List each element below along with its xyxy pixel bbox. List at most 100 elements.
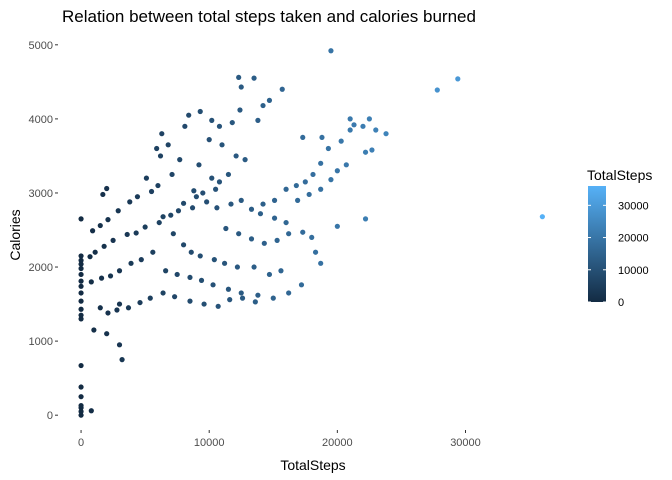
data-point — [98, 275, 105, 281]
data-point — [300, 134, 306, 141]
data-point — [309, 234, 315, 241]
data-point — [165, 142, 171, 148]
data-point — [155, 182, 161, 189]
data-point — [156, 219, 162, 226]
data-point — [128, 260, 134, 266]
colorbar-tick-label: 10000 — [618, 265, 649, 277]
chart-title: Relation between total steps taken and c… — [62, 7, 476, 26]
data-point — [78, 316, 84, 322]
data-point — [172, 294, 178, 300]
y-axis: 0 1000 2000 3000 4000 5000 — [29, 40, 58, 422]
data-point — [177, 157, 183, 163]
data-point — [216, 123, 223, 129]
data-point — [125, 305, 132, 311]
data-point — [186, 112, 192, 118]
data-point — [255, 117, 261, 123]
data-point — [260, 102, 266, 109]
data-point — [97, 305, 103, 311]
data-point — [252, 299, 258, 305]
data-point — [105, 310, 111, 316]
data-point — [283, 186, 289, 192]
data-point — [160, 214, 166, 220]
data-point — [78, 290, 84, 296]
data-point — [366, 116, 372, 122]
data-point — [283, 219, 289, 226]
data-point — [137, 299, 143, 306]
data-point — [110, 237, 116, 243]
data-point — [251, 75, 257, 81]
data-point — [225, 286, 232, 292]
data-point — [318, 186, 324, 192]
data-point — [219, 142, 225, 148]
data-point — [237, 107, 243, 113]
colorbar-legend: TotalSteps 0 10000 20000 30000 — [587, 167, 652, 309]
data-point — [97, 222, 103, 229]
data-point — [319, 134, 325, 141]
data-point — [78, 261, 84, 267]
data-point — [88, 408, 94, 414]
data-point — [170, 231, 176, 237]
data-point — [233, 153, 239, 159]
data-point — [213, 186, 219, 192]
data-point — [255, 292, 261, 298]
data-point — [163, 268, 169, 274]
data-point — [286, 231, 292, 237]
data-point — [225, 171, 232, 178]
data-point — [362, 216, 369, 222]
data-point — [174, 271, 180, 278]
data-point — [209, 117, 215, 123]
data-point — [168, 212, 174, 218]
data-point — [206, 137, 212, 143]
data-point — [271, 215, 278, 221]
data-point — [351, 122, 357, 128]
data-point — [236, 231, 242, 237]
data-point — [175, 208, 182, 214]
data-point — [298, 282, 305, 288]
data-point — [210, 282, 216, 288]
data-point — [334, 223, 340, 229]
data-point — [201, 301, 207, 307]
data-point — [143, 175, 150, 181]
x-tick-label: 0 — [78, 437, 84, 449]
data-point — [211, 257, 217, 263]
data-point — [100, 191, 106, 198]
data-point — [236, 74, 242, 81]
x-axis-title: TotalSteps — [280, 457, 345, 473]
data-points — [78, 48, 545, 418]
colorbar-ticks: 0 10000 20000 30000 — [588, 200, 649, 309]
data-point — [302, 179, 308, 185]
legend-title: TotalSteps — [587, 167, 652, 183]
data-point — [104, 185, 110, 192]
data-point — [78, 402, 84, 409]
data-point — [238, 197, 244, 203]
data-point — [138, 257, 144, 263]
data-point — [78, 271, 84, 278]
data-point — [180, 242, 187, 248]
data-point — [116, 301, 123, 307]
data-point — [78, 216, 84, 222]
data-point — [187, 298, 193, 304]
data-point — [221, 260, 228, 266]
data-point — [92, 249, 98, 255]
data-point — [169, 171, 175, 178]
data-point — [295, 197, 301, 203]
x-tick-label: 30000 — [450, 437, 481, 449]
data-point — [182, 123, 188, 129]
data-point — [78, 312, 84, 318]
data-point — [78, 394, 84, 400]
data-point — [204, 199, 210, 205]
data-point — [293, 182, 299, 189]
data-point — [200, 190, 206, 196]
data-point — [196, 162, 202, 168]
data-point — [383, 131, 389, 137]
data-point — [239, 295, 246, 301]
data-point — [318, 260, 324, 266]
colorbar-tick-label: 20000 — [618, 233, 649, 245]
y-tick-label: 1000 — [29, 336, 53, 348]
data-point — [78, 384, 84, 390]
data-point — [124, 231, 130, 238]
data-point — [78, 298, 84, 304]
data-point — [318, 160, 324, 166]
data-point — [105, 217, 111, 223]
